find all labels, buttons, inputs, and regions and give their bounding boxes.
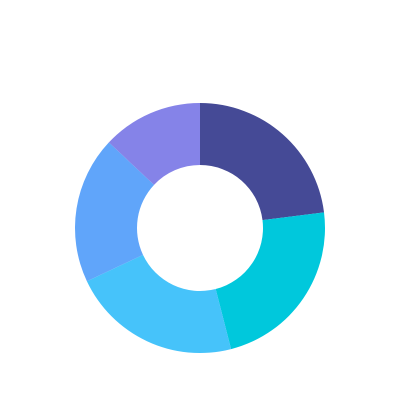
donut-segment [215,212,326,350]
donut-segment [86,254,232,353]
donut-segment [108,103,200,185]
donut-segment [200,103,325,221]
donut-segment [74,142,155,282]
